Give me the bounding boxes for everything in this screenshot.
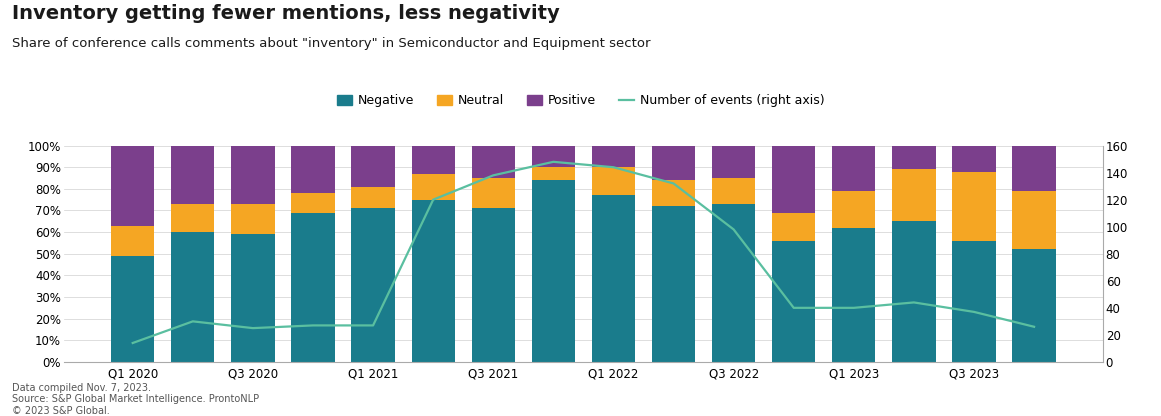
Text: Data compiled Nov. 7, 2023.
Source: S&P Global Market Intelligence. ProntoNLP
© : Data compiled Nov. 7, 2023. Source: S&P … [12, 383, 259, 416]
Bar [291, 146, 334, 193]
Bar [772, 213, 815, 241]
Bar [652, 146, 695, 180]
Bar [1012, 146, 1055, 191]
Bar [772, 241, 815, 362]
Bar [532, 167, 575, 180]
Legend: Negative, Neutral, Positive, Number of events (right axis): Negative, Neutral, Positive, Number of e… [332, 89, 829, 112]
Bar [832, 191, 875, 228]
Bar [652, 180, 695, 206]
Bar [231, 234, 274, 362]
Bar [532, 146, 575, 167]
Bar [893, 221, 936, 362]
Bar [171, 146, 215, 204]
Bar [592, 167, 635, 196]
Bar [291, 213, 334, 362]
Bar [952, 171, 996, 241]
Bar [1012, 191, 1055, 250]
Bar [952, 241, 996, 362]
Bar [111, 256, 154, 362]
Text: Share of conference calls comments about "inventory" in Semiconductor and Equipm: Share of conference calls comments about… [12, 37, 650, 50]
Bar [1012, 250, 1055, 362]
Bar [411, 146, 455, 174]
Bar [712, 204, 756, 362]
Bar [592, 196, 635, 362]
Bar [832, 228, 875, 362]
Bar [111, 146, 154, 225]
Bar [893, 146, 936, 169]
Bar [893, 169, 936, 221]
Bar [832, 146, 875, 191]
Bar [231, 204, 274, 234]
Bar [352, 208, 395, 362]
Bar [471, 178, 514, 208]
Bar [411, 200, 455, 362]
Bar [652, 206, 695, 362]
Bar [352, 146, 395, 187]
Bar [231, 146, 274, 204]
Bar [471, 146, 514, 178]
Bar [411, 174, 455, 200]
Bar [171, 232, 215, 362]
Bar [352, 187, 395, 208]
Bar [712, 146, 756, 178]
Bar [532, 180, 575, 362]
Bar [471, 208, 514, 362]
Bar [111, 225, 154, 256]
Bar [772, 146, 815, 213]
Bar [952, 146, 996, 171]
Bar [592, 146, 635, 167]
Text: Inventory getting fewer mentions, less negativity: Inventory getting fewer mentions, less n… [12, 4, 560, 23]
Bar [712, 178, 756, 204]
Bar [291, 193, 334, 213]
Bar [171, 204, 215, 232]
